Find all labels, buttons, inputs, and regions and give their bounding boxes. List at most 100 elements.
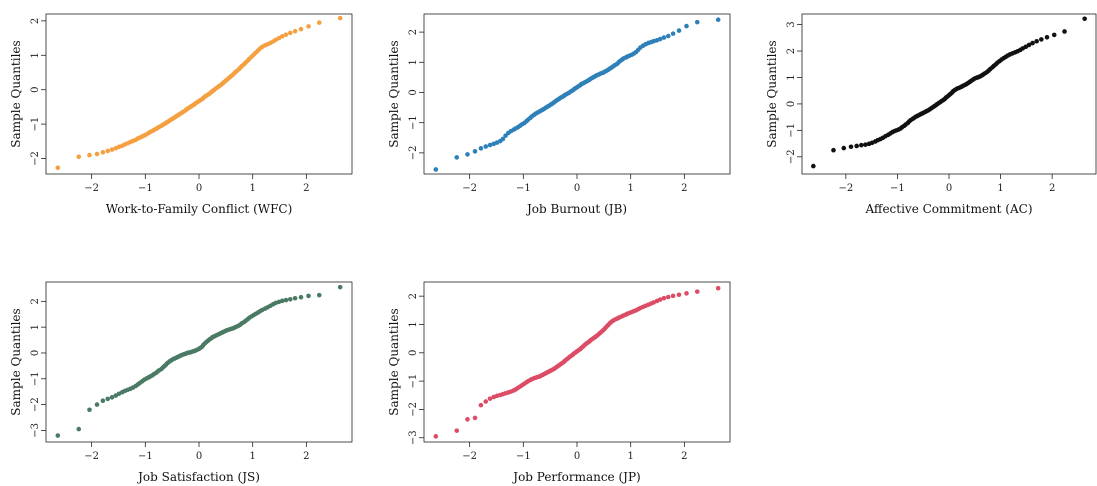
data-point — [694, 289, 700, 294]
data-point — [670, 31, 676, 36]
x-axis-label: Job Performance (JP) — [511, 470, 640, 484]
x-tick-label: −2 — [84, 183, 99, 194]
data-point — [500, 136, 506, 142]
x-tick-label: −1 — [890, 183, 905, 194]
data-point — [715, 285, 721, 291]
data-point — [337, 15, 343, 21]
data-point — [487, 396, 493, 401]
y-tick-label: −1 — [408, 115, 419, 130]
y-tick-label: −2 — [786, 149, 797, 164]
y-tick-label: 0 — [408, 89, 419, 95]
data-point — [1062, 29, 1067, 34]
y-tick-label: 0 — [786, 101, 797, 107]
x-tick-label: −2 — [84, 451, 99, 462]
y-axis-label: Sample Quantiles — [765, 40, 779, 147]
y-tick-label: 1 — [30, 52, 41, 58]
y-tick-label: 3 — [786, 21, 797, 27]
y-tick-label: 1 — [408, 321, 419, 327]
data-point — [433, 167, 439, 172]
y-tick-label: 1 — [30, 324, 41, 330]
data-point — [841, 145, 847, 151]
data-point — [1051, 32, 1057, 38]
data-point — [292, 295, 298, 301]
data-point — [454, 155, 460, 160]
x-axis-label: Job Satisfaction (JS) — [136, 470, 260, 484]
data-point — [279, 298, 285, 304]
y-tick-label: −1 — [408, 374, 419, 389]
y-tick-label: 1 — [786, 74, 797, 80]
data-point — [94, 151, 100, 157]
y-axis-label: Sample Quantiles — [387, 40, 401, 147]
data-point — [94, 402, 100, 407]
data-point — [306, 293, 311, 299]
data-point — [287, 30, 293, 36]
data-point — [306, 24, 311, 29]
x-tick-label: 0 — [196, 451, 202, 462]
plot-frame — [423, 13, 731, 175]
data-point — [665, 294, 671, 300]
data-point — [55, 433, 61, 438]
y-tick-label: 2 — [408, 29, 419, 35]
data-point — [76, 154, 82, 160]
x-tick-label: 2 — [303, 183, 309, 194]
x-tick-label: 0 — [574, 183, 580, 194]
data-point — [684, 23, 689, 29]
x-axis-label: Job Burnout (JB) — [525, 202, 627, 216]
data-point — [1030, 40, 1035, 46]
data-point — [279, 34, 285, 39]
data-point — [1034, 38, 1039, 44]
data-point — [55, 165, 61, 171]
x-tick-label: 1 — [627, 451, 633, 462]
qq-panel: −2 −1 0 1 2 −3 −2 −1 0 1 2 Job Satisfaction (JS) Sam… — [9, 281, 353, 484]
data-point — [487, 142, 493, 148]
y-tick-label: 2 — [30, 18, 41, 24]
data-point — [109, 395, 115, 400]
x-tick-label: −1 — [138, 451, 153, 462]
x-tick-label: 2 — [681, 183, 687, 194]
data-point — [109, 147, 115, 152]
data-point — [472, 415, 478, 421]
y-tick-label: −1 — [786, 123, 797, 138]
x-axis-label: Work-to-Family Conflict (WFC) — [106, 202, 293, 216]
data-point — [316, 20, 322, 25]
y-axis-label: Sample Quantiles — [387, 308, 401, 415]
qq-panel: −2 −1 0 1 2 −3 −2 −1 0 1 2 Job Performance (JP) Samp… — [387, 281, 731, 484]
y-tick-label: 0 — [30, 350, 41, 356]
data-point — [454, 428, 460, 433]
y-tick-label: 0 — [30, 87, 41, 93]
x-tick-label: 1 — [249, 451, 255, 462]
data-point — [292, 28, 298, 34]
plot-frame — [423, 281, 731, 443]
data-point — [76, 426, 82, 432]
x-tick-label: 1 — [627, 183, 633, 194]
data-point — [657, 297, 663, 302]
x-tick-label: −2 — [838, 183, 853, 194]
data-point — [287, 296, 293, 302]
data-point — [465, 152, 470, 157]
y-tick-label: −2 — [30, 151, 41, 166]
data-point — [848, 144, 854, 150]
y-tick-label: −2 — [408, 145, 419, 160]
data-point — [676, 28, 682, 33]
data-point — [657, 36, 663, 42]
x-tick-label: 0 — [196, 183, 202, 194]
data-point — [472, 149, 478, 154]
x-tick-label: 0 — [946, 183, 952, 194]
x-tick-label: −1 — [138, 183, 153, 194]
y-tick-label: −1 — [30, 371, 41, 386]
y-axis-label: Sample Quantiles — [9, 308, 23, 415]
x-tick-label: −1 — [516, 183, 531, 194]
y-tick-label: −3 — [408, 430, 419, 445]
x-tick-label: 2 — [303, 451, 309, 462]
x-axis-label: Affective Commitment (AC) — [864, 202, 1032, 216]
y-tick-label: 2 — [408, 293, 419, 299]
data-point — [465, 417, 470, 422]
data-point — [298, 26, 304, 32]
data-point — [87, 407, 92, 413]
data-point — [478, 402, 484, 408]
y-tick-label: −3 — [30, 423, 41, 438]
y-tick-label: −1 — [30, 117, 41, 132]
data-point — [670, 293, 676, 299]
data-point — [1044, 34, 1050, 40]
data-point — [283, 32, 289, 37]
